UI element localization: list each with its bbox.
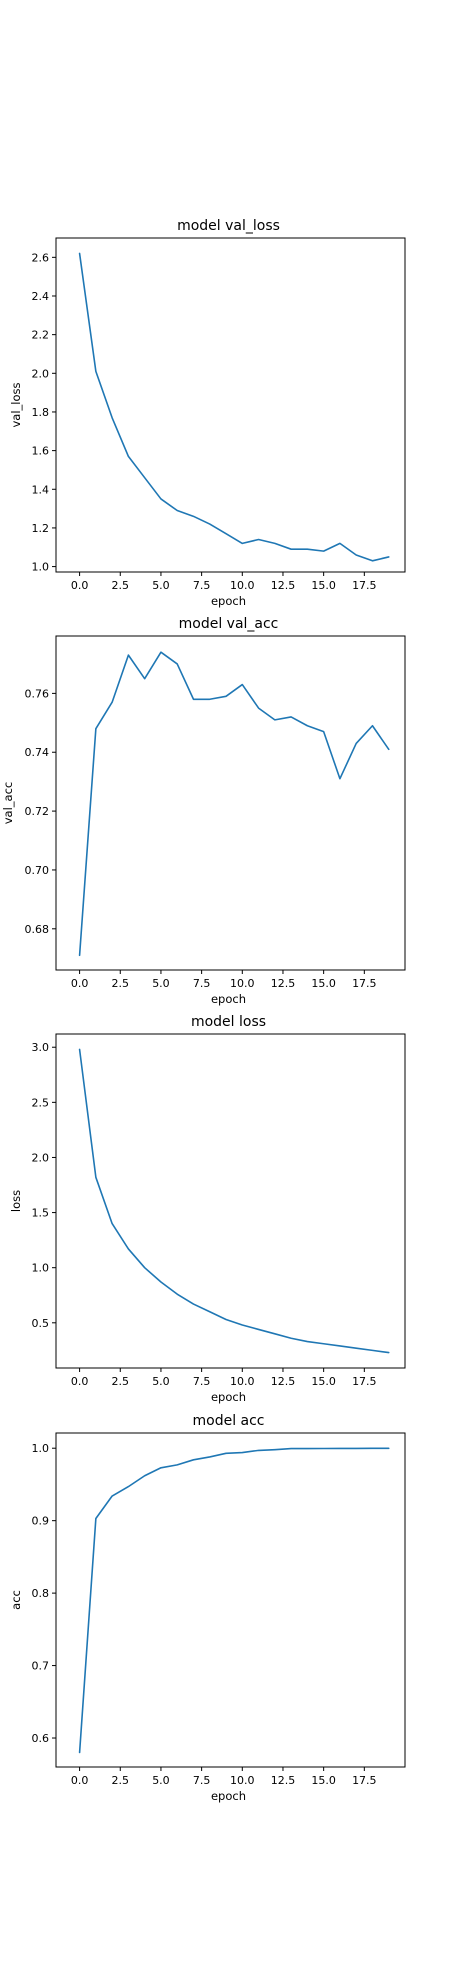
x-tick-label: 10.0 xyxy=(230,1375,255,1388)
x-tick-label: 15.0 xyxy=(311,1375,336,1388)
x-axis-label: epoch xyxy=(211,1789,246,1803)
x-tick-label: 0.0 xyxy=(71,579,89,592)
y-tick-label: 2.4 xyxy=(32,290,50,303)
x-axis-ticks: 0.0 2.5 5.0 7.5 10.0 12.5 15.0 17.5 xyxy=(71,1767,377,1787)
chart-title: model acc xyxy=(192,1413,264,1429)
y-tick-label: 3.0 xyxy=(32,1041,50,1054)
x-axis-ticks: 0.0 2.5 5.0 7.5 10.0 12.5 15.0 17.5 xyxy=(71,970,377,990)
x-tick-label: 15.0 xyxy=(311,579,336,592)
x-tick-label: 5.0 xyxy=(152,579,170,592)
y-axis-ticks: 0.6 0.7 0.8 0.9 1.0 xyxy=(32,1442,56,1745)
x-tick-label: 15.0 xyxy=(311,1774,336,1787)
y-axis-label: val_loss xyxy=(9,382,23,427)
y-tick-label: 0.72 xyxy=(25,805,50,818)
x-tick-label: 12.5 xyxy=(271,1375,296,1388)
y-tick-label: 2.2 xyxy=(32,329,50,342)
x-tick-label: 2.5 xyxy=(112,977,130,990)
x-axis-ticks: 0.0 2.5 5.0 7.5 10.0 12.5 15.0 17.5 xyxy=(71,1368,377,1388)
series-line-val-loss xyxy=(78,252,390,562)
y-axis-label: acc xyxy=(9,1590,23,1610)
y-tick-label: 2.0 xyxy=(32,1151,50,1164)
x-tick-label: 15.0 xyxy=(311,977,336,990)
x-tick-label: 2.5 xyxy=(112,1774,130,1787)
panel-acc: model acc 0.6 0.7 0.8 0.9 1.0 0.0 2.5 5.0 7.5 10… xyxy=(9,1413,406,1803)
x-tick-label: 17.5 xyxy=(352,1375,377,1388)
y-tick-label: 0.68 xyxy=(25,923,50,936)
y-tick-label: 0.9 xyxy=(32,1515,50,1528)
series-line-loss xyxy=(78,1048,390,1354)
x-tick-label: 7.5 xyxy=(193,977,211,990)
y-tick-label: 1.5 xyxy=(32,1207,50,1220)
x-tick-label: 5.0 xyxy=(152,1774,170,1787)
y-tick-label: 1.2 xyxy=(32,522,50,535)
x-tick-label: 12.5 xyxy=(271,977,296,990)
y-tick-label: 0.76 xyxy=(25,687,50,700)
y-tick-label: 1.4 xyxy=(32,483,50,496)
y-axis-ticks: 0.5 1.0 1.5 2.0 2.5 3.0 xyxy=(32,1041,56,1330)
plot-area-frame xyxy=(55,635,406,971)
y-tick-label: 0.70 xyxy=(25,864,50,877)
plot-area-frame xyxy=(55,1033,406,1369)
series-line-val-acc xyxy=(78,651,390,957)
y-tick-label: 0.6 xyxy=(32,1732,50,1745)
x-tick-label: 12.5 xyxy=(271,579,296,592)
x-tick-label: 7.5 xyxy=(193,579,211,592)
plot-area-frame xyxy=(55,1432,406,1768)
chart-title: model val_loss xyxy=(177,218,280,234)
x-axis-label: epoch xyxy=(211,992,246,1006)
x-tick-label: 17.5 xyxy=(352,1774,377,1787)
x-tick-label: 2.5 xyxy=(112,1375,130,1388)
panel-loss: model loss 0.5 1.0 1.5 2.0 2.5 3.0 0.0 2.5 5.0 7… xyxy=(9,1014,406,1404)
y-tick-label: 1.6 xyxy=(32,445,50,458)
y-axis-ticks: 0.68 0.70 0.72 0.74 0.76 xyxy=(25,687,56,936)
x-tick-label: 10.0 xyxy=(230,977,255,990)
y-tick-label: 2.5 xyxy=(32,1096,50,1109)
series-line-acc xyxy=(78,1447,390,1754)
x-tick-label: 5.0 xyxy=(152,1375,170,1388)
x-tick-label: 10.0 xyxy=(230,579,255,592)
chart-title: model loss xyxy=(191,1014,266,1030)
y-tick-label: 0.7 xyxy=(32,1660,50,1673)
x-tick-label: 7.5 xyxy=(193,1375,211,1388)
chart-title: model val_acc xyxy=(179,616,279,632)
x-tick-label: 12.5 xyxy=(271,1774,296,1787)
y-axis-ticks: 1.0 1.2 1.4 1.6 1.8 2.0 2.2 2.4 2.6 xyxy=(32,251,56,574)
y-tick-label: 0.74 xyxy=(25,746,50,759)
plot-area-frame xyxy=(55,237,406,573)
x-tick-label: 17.5 xyxy=(352,579,377,592)
y-axis-label: loss xyxy=(9,1190,23,1212)
y-tick-label: 2.6 xyxy=(32,251,50,264)
y-tick-label: 2.0 xyxy=(32,367,50,380)
x-tick-label: 0.0 xyxy=(71,1774,89,1787)
y-tick-label: 1.0 xyxy=(32,1442,50,1455)
y-tick-label: 0.8 xyxy=(32,1587,50,1600)
x-tick-label: 0.0 xyxy=(71,977,89,990)
x-axis-ticks: 0.0 2.5 5.0 7.5 10.0 12.5 15.0 17.5 xyxy=(71,572,377,592)
y-tick-label: 0.5 xyxy=(32,1317,50,1330)
panel-val-loss: model val_loss 1.0 1.2 1.4 1.6 1.8 2.0 2.2 2.4 2… xyxy=(9,218,406,608)
x-axis-label: epoch xyxy=(211,1390,246,1404)
x-tick-label: 0.0 xyxy=(71,1375,89,1388)
x-tick-label: 2.5 xyxy=(112,579,130,592)
x-tick-label: 17.5 xyxy=(352,977,377,990)
x-tick-label: 5.0 xyxy=(152,977,170,990)
y-tick-label: 1.0 xyxy=(32,1262,50,1275)
x-axis-label: epoch xyxy=(211,594,246,608)
y-axis-label: val_acc xyxy=(1,782,15,825)
x-tick-label: 10.0 xyxy=(230,1774,255,1787)
panel-val-acc: model val_acc 0.68 0.70 0.72 0.74 0.76 0.0 2.… xyxy=(1,616,406,1006)
y-tick-label: 1.0 xyxy=(32,561,50,574)
x-tick-label: 7.5 xyxy=(193,1774,211,1787)
y-tick-label: 1.8 xyxy=(32,406,50,419)
